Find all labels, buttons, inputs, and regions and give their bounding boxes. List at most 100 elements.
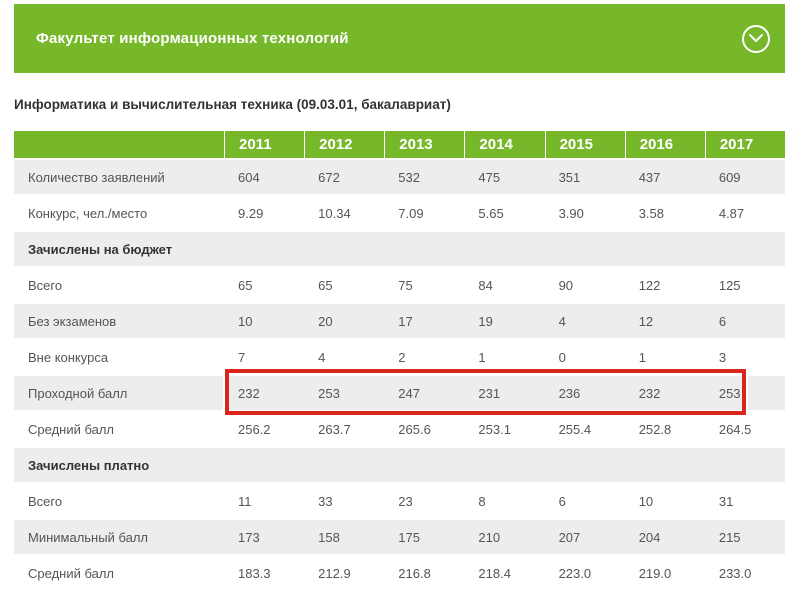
cell-value: 4	[558, 313, 566, 329]
cell-value: 20	[318, 313, 333, 329]
cell-value	[625, 448, 705, 482]
table-row: Минимальный балл 173 158 175 210 207 204 215	[14, 520, 785, 556]
table-header-year: 2013	[384, 131, 464, 158]
row-label: Количество заявлений	[28, 169, 165, 185]
cell-value: 604	[238, 169, 260, 185]
cell-value	[384, 448, 464, 482]
cell-value: 158	[318, 529, 340, 545]
cell-value: 212.9	[318, 565, 351, 581]
cell-value: 223.0	[558, 565, 592, 581]
table-header-year: 2017	[704, 131, 785, 158]
cell-value: 3	[718, 349, 727, 365]
cell-value: 19	[478, 313, 493, 329]
table-header-empty-cell	[14, 131, 224, 158]
table-header-year: 2014	[464, 131, 544, 158]
table-header-year: 2016	[624, 131, 705, 158]
cell-value	[384, 232, 464, 266]
cell-value: 672	[318, 169, 340, 185]
table-header-row: 2011 2012 2013 2014 2015 2016 2017	[14, 131, 785, 160]
cell-value: 253	[318, 385, 340, 401]
cell-value: 210	[478, 529, 501, 545]
cell-value	[705, 448, 785, 482]
cell-value: 9.29	[238, 205, 264, 221]
cell-value	[625, 232, 705, 266]
cell-value: 255.4	[558, 421, 592, 437]
cell-value: 264.5	[718, 421, 752, 437]
cell-value	[304, 232, 384, 266]
cell-value: 12	[638, 313, 654, 329]
table-row: Количество заявлений 604 672 532 475 351 437 60…	[14, 160, 785, 196]
cell-value: 256.2	[238, 421, 271, 437]
row-label: Проходной балл	[28, 385, 128, 401]
cell-value: 215	[718, 529, 741, 545]
row-label: Всего	[28, 493, 63, 509]
cell-value: 84	[478, 277, 493, 293]
cell-value: 0	[558, 349, 566, 365]
cell-value: 8	[478, 493, 486, 509]
cell-value: 232	[238, 385, 260, 401]
cell-value: 4.87	[718, 205, 745, 221]
cell-value	[545, 232, 625, 266]
cell-value	[705, 232, 785, 266]
cell-value	[545, 448, 625, 482]
program-title: Информатика и вычислительная техника (09…	[14, 97, 451, 112]
cell-value: 4	[318, 349, 326, 365]
cell-value: 253	[718, 385, 741, 401]
table-row: Всего 65 65 75 84 90 122 125	[14, 268, 785, 304]
cell-value: 7	[238, 349, 246, 365]
table-row: Вне конкурса 7 4 2 1 0 1 3	[14, 340, 785, 376]
row-label: Средний балл	[28, 565, 115, 581]
row-label: Конкурс, чел./место	[28, 205, 148, 221]
cell-value: 122	[638, 277, 661, 293]
cell-value: 1	[478, 349, 486, 365]
table-section-row: Зачислены платно	[14, 448, 785, 484]
row-label: Всего	[28, 277, 63, 293]
table-row: Всего 11 33 23 8 6 10 31	[14, 484, 785, 520]
row-label: Зачислены платно	[28, 457, 150, 473]
table-section-row: Зачислены на бюджет	[14, 232, 785, 268]
admissions-table: 2011 2012 2013 2014 2015 2016 2017 Количество …	[14, 131, 785, 592]
cell-value: 253.1	[478, 421, 511, 437]
cell-value: 65	[318, 277, 333, 293]
row-label: Вне конкурса	[28, 349, 109, 365]
cell-value: 6	[558, 493, 566, 509]
cell-value: 437	[638, 169, 661, 185]
cell-value: 31	[718, 493, 734, 509]
cell-value: 3.58	[638, 205, 665, 221]
cell-value: 233.0	[718, 565, 752, 581]
cell-value: 232	[638, 385, 661, 401]
row-label: Средний балл	[28, 421, 115, 437]
table-row: Конкурс, чел./место 9.29 10.34 7.09 5.65 3.90…	[14, 196, 785, 232]
cell-value: 11	[238, 493, 252, 509]
table-header-year: 2015	[544, 131, 625, 158]
cell-value: 207	[558, 529, 581, 545]
cell-value	[464, 232, 544, 266]
cell-value: 219.0	[638, 565, 672, 581]
cell-value: 204	[638, 529, 661, 545]
cell-value: 75	[398, 277, 413, 293]
table-body: Количество заявлений 604 672 532 475 351 437 60…	[14, 160, 785, 592]
cell-value: 475	[478, 169, 501, 185]
cell-value: 183.3	[238, 565, 271, 581]
cell-value: 173	[238, 529, 260, 545]
cell-value: 17	[398, 313, 413, 329]
cell-value: 33	[318, 493, 333, 509]
table-row: Проходной балл 232 253 247 231 236 232 253	[14, 369, 785, 415]
cell-value: 236	[558, 385, 581, 401]
cell-value: 7.09	[398, 205, 424, 221]
cell-value: 218.4	[478, 565, 511, 581]
cell-value: 252.8	[638, 421, 672, 437]
cell-value: 609	[718, 169, 741, 185]
chevron-down-icon[interactable]	[742, 24, 770, 53]
cell-value	[224, 448, 304, 482]
table-header-year: 2011	[224, 131, 304, 158]
cell-value: 125	[718, 277, 741, 293]
faculty-accordion-header[interactable]: Факультет информационных технологий	[14, 4, 785, 73]
cell-value: 3.90	[558, 205, 584, 221]
table-row: Средний балл 256.2 263.7 265.6 253.1 255.4 252…	[14, 412, 785, 448]
table-header-year: 2012	[304, 131, 384, 158]
cell-value	[304, 448, 384, 482]
cell-value: 263.7	[318, 421, 351, 437]
cell-value: 175	[398, 529, 420, 545]
